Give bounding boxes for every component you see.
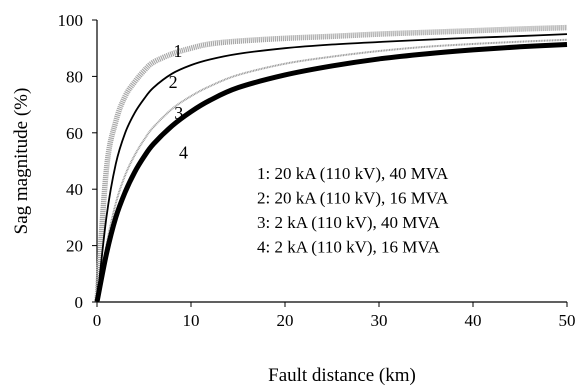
series-line-2 [96,33,568,303]
legend: 1: 20 kA (110 kV), 40 MVA 2: 20 kA (110 k… [257,164,449,257]
curve-label-1: 1 [173,41,182,61]
x-tick-label-20: 20 [277,311,294,330]
x-tick-label-30: 30 [371,311,388,330]
x-tick-label-50: 50 [559,311,576,330]
curve-label-3: 3 [174,103,183,123]
y-tick-label-100: 100 [58,11,84,30]
legend-entry-2: 2: 20 kA (110 kV), 16 MVA [257,189,449,208]
x-tick-label-10: 10 [183,311,200,330]
y-tick-label-40: 40 [66,180,83,199]
series-line-3 [96,38,568,303]
tick-labels: 0 10 20 30 40 50 0 20 40 60 80 100 [58,11,576,330]
y-tick-label-80: 80 [66,67,83,86]
series-line-1 [94,24,568,303]
y-tick-label-60: 60 [66,124,83,143]
series-layer [94,24,568,303]
tick-marks [92,19,568,307]
curve-label-4: 4 [179,143,188,163]
legend-entry-4: 4: 2 kA (110 kV), 16 MVA [257,238,440,257]
y-axis-title: Sag magnitude (%) [11,88,32,235]
series-line-4 [94,42,568,303]
curve-label-2: 2 [169,72,178,92]
legend-entry-1: 1: 20 kA (110 kV), 40 MVA [257,164,449,183]
curve-labels: 1 2 3 4 [169,41,188,163]
y-tick-label-0: 0 [75,293,84,312]
x-axis-title: Fault distance (km) [268,365,416,386]
x-tick-label-0: 0 [93,311,102,330]
legend-entry-3: 3: 2 kA (110 kV), 40 MVA [257,213,440,232]
x-tick-label-40: 40 [465,311,482,330]
y-tick-label-20: 20 [66,237,83,256]
axes [96,20,567,303]
